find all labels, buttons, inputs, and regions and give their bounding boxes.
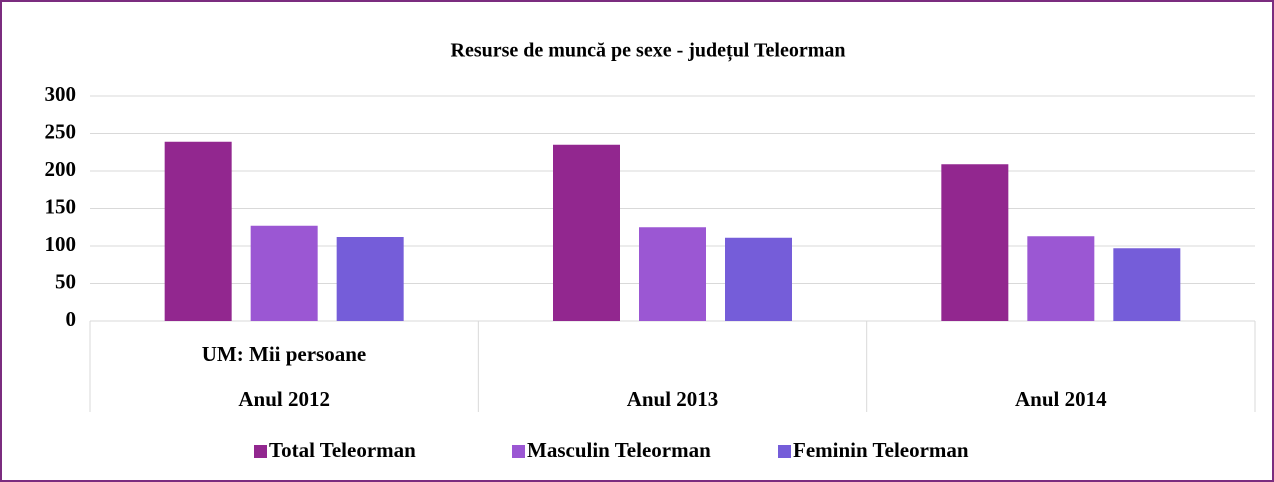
legend-swatch [254, 445, 267, 458]
legend-label: Feminin Teleorman [793, 438, 969, 462]
x-tick-label: Anul 2013 [627, 387, 719, 411]
legend-label: Total Teleorman [269, 438, 416, 462]
bar [164, 141, 232, 321]
chart-title: Resurse de muncă pe sexe - județul Teleo… [451, 40, 846, 63]
y-tick-label: 200 [45, 157, 77, 181]
y-tick-label: 100 [45, 232, 77, 256]
y-tick-label: 250 [45, 119, 77, 143]
y-tick-label: 300 [45, 82, 77, 106]
y-tick-label: 0 [66, 307, 77, 331]
legend-swatch [778, 445, 791, 458]
bar [336, 237, 404, 321]
x-tick-label: Anul 2014 [1015, 387, 1107, 411]
unit-label: UM: Mii persoane [202, 342, 366, 366]
legend-label: Masculin Teleorman [527, 438, 711, 462]
bar [553, 144, 620, 321]
bar [941, 164, 1009, 321]
bar [639, 227, 706, 321]
bar [1113, 248, 1181, 321]
bar [1027, 236, 1095, 321]
y-tick-label: 50 [55, 269, 76, 293]
bar [725, 237, 792, 321]
y-tick-label: 150 [45, 194, 77, 218]
legend-swatch [512, 445, 525, 458]
bar [250, 225, 318, 321]
x-tick-label: Anul 2012 [238, 387, 330, 411]
